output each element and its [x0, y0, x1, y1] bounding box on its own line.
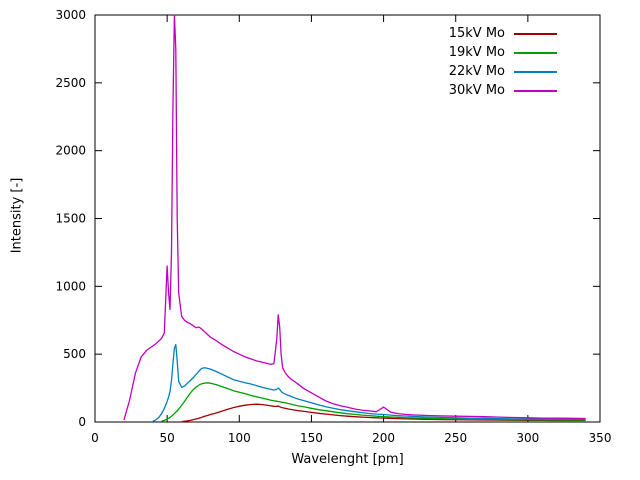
series-line-15kV-Mo [181, 403, 586, 423]
legend-line-sample [514, 51, 557, 54]
x-tick-label: 0 [91, 431, 99, 445]
x-tick-label: 100 [228, 431, 251, 445]
legend-label: 15kV Mo [448, 26, 505, 41]
x-tick-label: 150 [300, 431, 323, 445]
x-tick-label: 350 [589, 431, 612, 445]
legend-label: 30kV Mo [448, 83, 505, 98]
legend-line-sample [514, 89, 557, 92]
x-axis-title: Wavelenght [pm] [291, 452, 404, 467]
legend-label: 22kV Mo [448, 64, 505, 79]
x-tick-label: 200 [372, 431, 395, 445]
x-tick-label: 250 [444, 431, 467, 445]
series-line-22kV-Mo [152, 344, 586, 422]
x-tick-label: 50 [160, 431, 175, 445]
legend-label: 19kV Mo [448, 45, 505, 60]
series-line-30kV-Mo [123, 14, 586, 421]
legend-line-sample [514, 32, 557, 35]
legend-item: 19kV Mo [449, 43, 557, 62]
legend-item: 30kV Mo [449, 81, 557, 100]
y-tick-label: 500 [63, 347, 86, 361]
y-tick-label: 1000 [55, 279, 86, 293]
plot-border [94, 14, 601, 423]
legend-item: 15kV Mo [449, 24, 557, 43]
series-line-19kV-Mo [161, 382, 586, 422]
x-tick-label: 300 [516, 431, 539, 445]
legend-item: 22kV Mo [449, 62, 557, 81]
y-tick-label: 3000 [55, 8, 86, 22]
y-tick-label: 0 [78, 415, 86, 429]
legend-line-sample [514, 70, 557, 73]
y-tick-label: 2000 [55, 144, 86, 158]
y-tick-label: 2500 [55, 76, 86, 90]
y-tick-label: 1500 [55, 212, 86, 226]
legend: 15kV Mo 19kV Mo 22kV Mo 30kV Mo [449, 24, 557, 100]
y-axis-title: Intensity [-] [9, 177, 25, 254]
